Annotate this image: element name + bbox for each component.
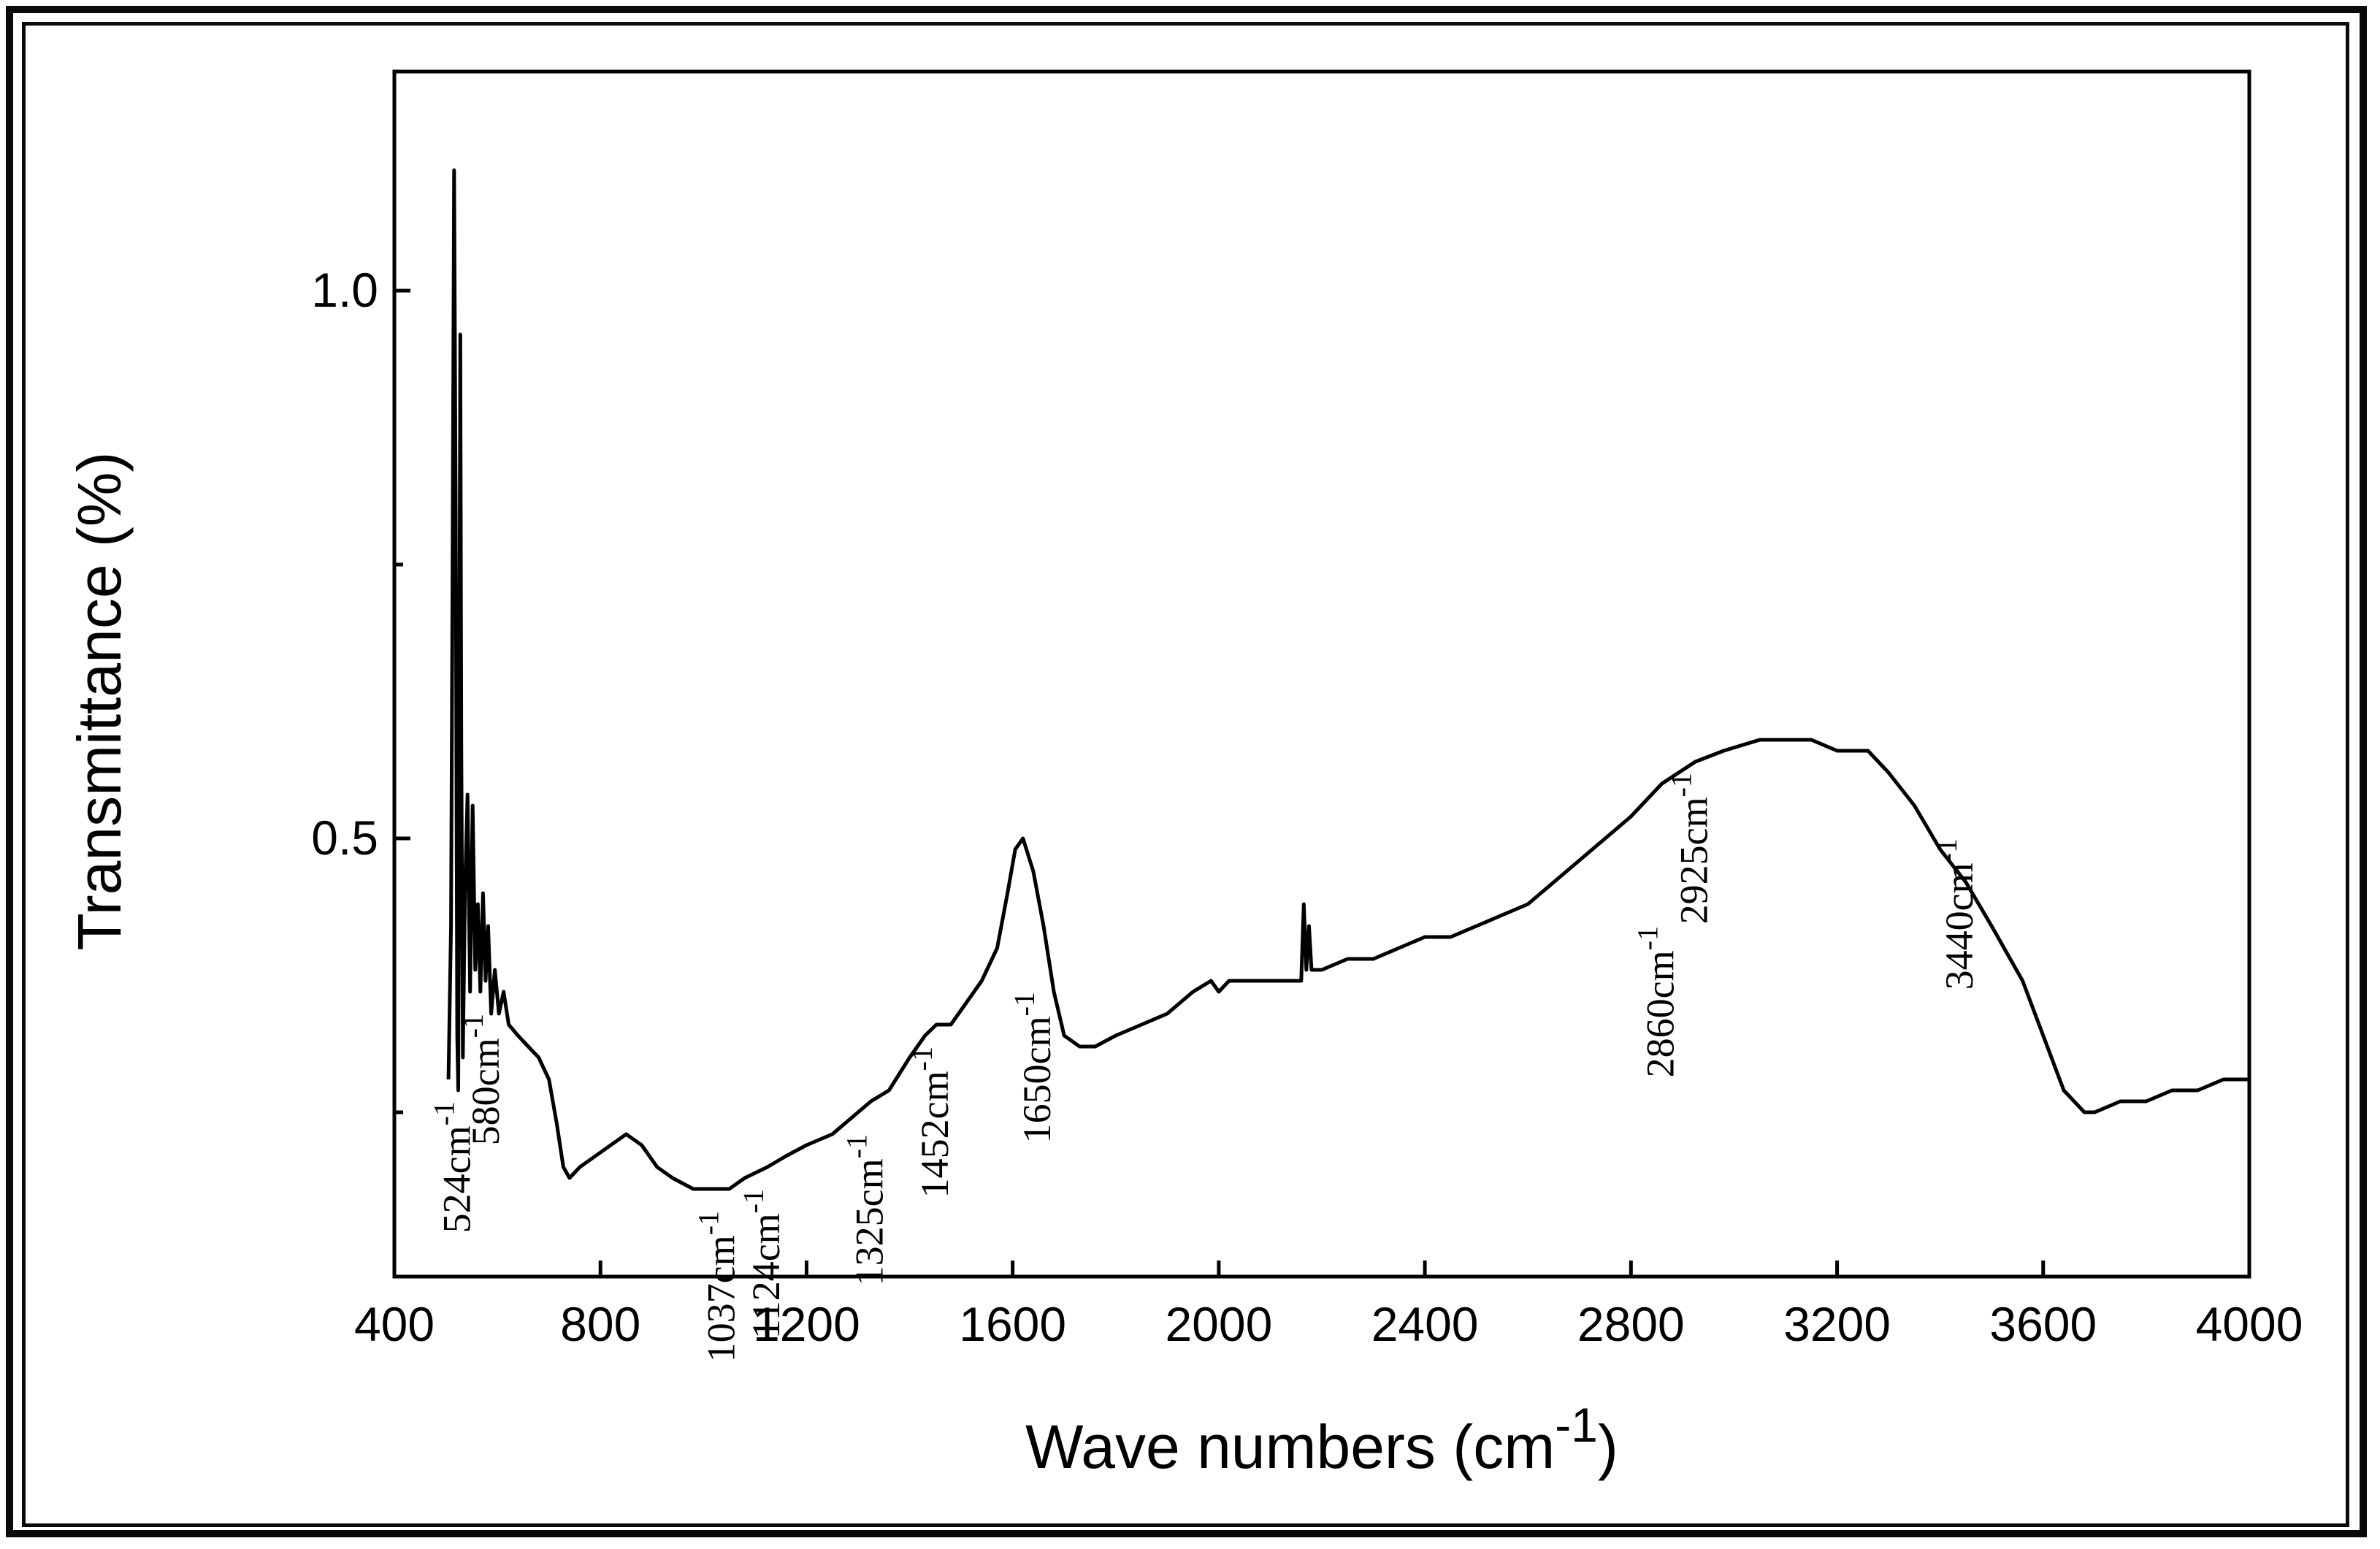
x-tick-label-800: 800 [560,1297,640,1351]
annotation-3440: 3440cm-1 [1930,838,1981,990]
annotation-label-2925: 2925cm [1672,797,1716,924]
x-axis-title-sup: -1 [1555,1398,1598,1452]
annotation-1325: 1325cm-1 [841,1134,892,1285]
annotation-label-1325: 1325cm [848,1158,892,1285]
annotation-sup-580: -1 [456,1014,489,1038]
x-axis-ticks: 400 800 1200 1600 2000 2400 2800 3200 3600 4000 [354,1261,2303,1351]
annotation-2860: 2860cm-1 [1631,926,1683,1077]
plot-area [392,69,2251,1279]
annotation-sup-1452: -1 [906,1047,938,1071]
annotation-label-1124: 1124cm [744,1213,788,1339]
y-tick-label-0.5: 0.5 [311,811,378,865]
annotation-524: 524cm-1 [428,1101,479,1233]
x-tick-label-2400: 2400 [1371,1297,1479,1351]
x-tick-label-3200: 3200 [1783,1297,1891,1351]
y-axis-ticks: 0.5 1.0 [311,263,410,1114]
annotation-sup-1037: -1 [692,1211,724,1235]
annotation-sup-2925: -1 [1665,773,1698,797]
annotation-2925: 2925cm-1 [1665,773,1716,924]
x-tick-label-2000: 2000 [1165,1297,1272,1351]
annotation-label-1037: 1037cm [699,1235,743,1362]
x-tick-label-3600: 3600 [1989,1297,2097,1351]
annotation-1037: 1037cm-1 [692,1211,743,1362]
x-tick-label-2800: 2800 [1577,1297,1685,1351]
annotation-580: 580cm-1 [456,1014,508,1145]
x-tick-label-4000: 4000 [2196,1297,2303,1351]
annotation-sup-524: -1 [428,1101,461,1125]
outer-border-frame [6,6,2367,1537]
annotation-label-524: 524cm [435,1125,479,1233]
annotation-label-3440: 3440cm [1937,863,1981,990]
annotation-sup-1650: -1 [1008,992,1041,1016]
x-axis-title-close: ) [1598,1412,1618,1481]
x-axis-title: Wave numbers (cm-1) [1025,1398,1618,1481]
annotation-1124: 1124cm-1 [737,1189,788,1339]
x-tick-label-1200: 1200 [753,1297,860,1351]
annotation-sup-1124: -1 [737,1189,770,1213]
annotation-sup-1325: -1 [841,1134,873,1158]
spectrum-line [446,168,2249,1191]
annotation-label-1452: 1452cm [913,1071,957,1198]
annotation-sup-3440: -1 [1930,838,1963,863]
annotation-label-1650: 1650cm [1015,1016,1059,1143]
annotation-sup-2860: -1 [1631,926,1664,950]
inner-border-frame [22,22,2349,1527]
annotation-label-580: 580cm [464,1038,508,1145]
x-axis-title-main: Wave numbers (cm [1025,1412,1555,1481]
annotation-1452: 1452cm-1 [906,1047,957,1198]
annotation-1650: 1650cm-1 [1008,992,1059,1143]
annotation-label-2860: 2860cm [1639,950,1683,1077]
x-tick-label-1600: 1600 [959,1297,1066,1351]
x-tick-label-400: 400 [354,1297,435,1351]
y-tick-label-1.0: 1.0 [311,263,378,317]
y-axis-title: Transmittance (%) [65,451,134,950]
